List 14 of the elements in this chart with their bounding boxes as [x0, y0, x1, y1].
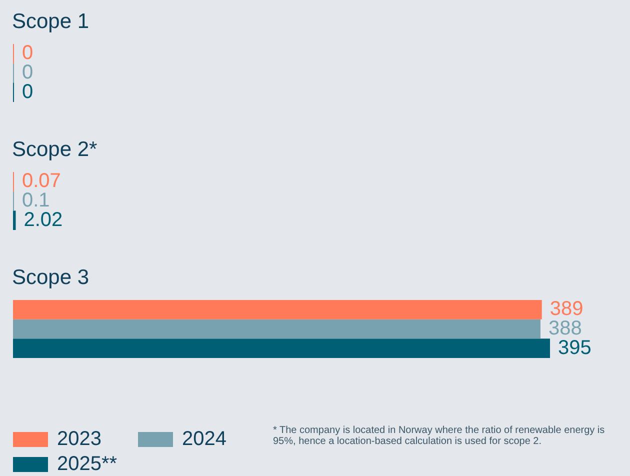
y-tick-label: Scope 3	[12, 266, 90, 289]
data-label: 0	[22, 42, 34, 64]
y-tick-label: Scope 2*	[12, 138, 98, 161]
legend-label: 2023	[57, 428, 102, 450]
bar	[13, 210, 16, 230]
bar	[13, 338, 550, 358]
bar	[13, 300, 542, 320]
legend-label: 2025**	[57, 453, 118, 475]
y-tick-label: Scope 1	[12, 10, 90, 33]
data-label: 0.07	[22, 170, 61, 192]
bar	[13, 319, 540, 339]
data-label: 389	[550, 298, 584, 320]
legend-label: 2024	[182, 428, 226, 450]
text: * The company is located in Norway where the ratio of renewable energy is 95%, hence a location-based calculation is used for scope 2.	[273, 425, 606, 447]
